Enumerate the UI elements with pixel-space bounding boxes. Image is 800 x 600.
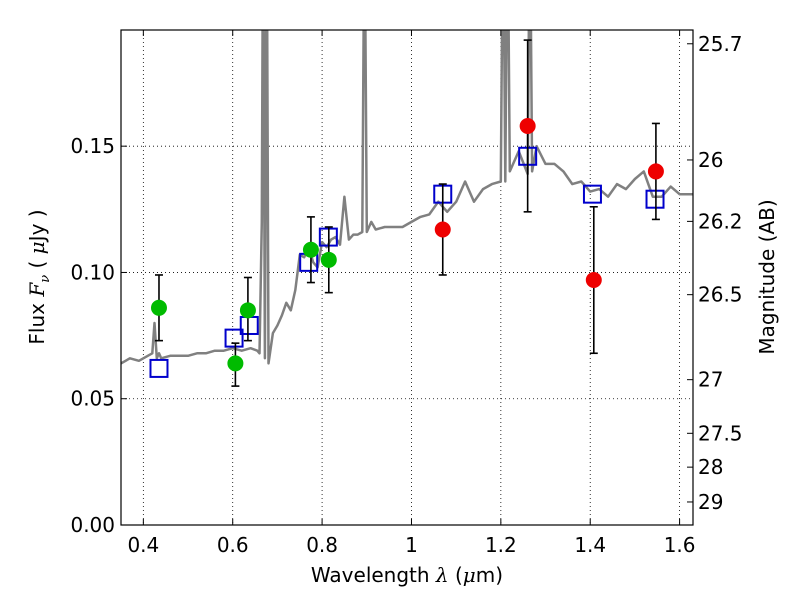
model-point	[224, 328, 244, 348]
x-axis-title: Wavelength λ (μm)	[311, 563, 503, 587]
x-tick-label: 1.6	[664, 533, 696, 557]
right-tick-label: 26	[698, 148, 723, 172]
y-tick-label: 0.05	[70, 387, 115, 411]
optical-point	[150, 299, 167, 316]
y-axis-title: Flux Fν ( μJy )	[25, 209, 53, 344]
optical-point	[302, 241, 319, 258]
axis-ticks: 0.4 0.6 0.8 1 1.2 1.4 1.6 0.00 0.05 0.10 0.15 25.7 2…	[70, 30, 743, 557]
y-tick-label: 0.10	[70, 260, 115, 284]
right-tick-label: 26.5	[698, 283, 743, 307]
model-point	[149, 358, 169, 378]
nir-point	[585, 272, 602, 289]
plot-area	[121, 30, 693, 387]
right-tick-label: 29	[698, 490, 723, 514]
x-tick-label: 0.8	[306, 533, 338, 557]
right-tick-label: 27.5	[698, 421, 743, 445]
optical-point	[320, 251, 337, 268]
x-tick-label: 1.2	[485, 533, 517, 557]
right-tick-label: 27	[698, 368, 723, 392]
x-tick-label: 0.4	[127, 533, 159, 557]
y-tick-label: 0.15	[70, 134, 115, 158]
x-tick-label: 0.6	[217, 533, 249, 557]
right-tick-label: 25.7	[698, 32, 743, 56]
right-tick-label: 26.2	[698, 209, 743, 233]
x-tick-label: 1.4	[574, 533, 606, 557]
right-tick-label: 28	[698, 455, 723, 479]
nir-point	[519, 117, 536, 134]
plot-frame	[120, 29, 694, 526]
y-tick-label: 0.00	[70, 513, 115, 537]
model-point	[645, 189, 665, 209]
template-spectrum-line	[121, 30, 693, 365]
gridlines	[121, 30, 693, 526]
right-axis-title: Magnitude (AB)	[755, 199, 779, 354]
nir-point	[647, 163, 664, 180]
x-tick-label: 1	[405, 533, 418, 557]
optical-point	[227, 355, 244, 372]
optical-point	[239, 302, 256, 319]
nir-point	[434, 221, 451, 238]
model-point	[582, 184, 602, 204]
